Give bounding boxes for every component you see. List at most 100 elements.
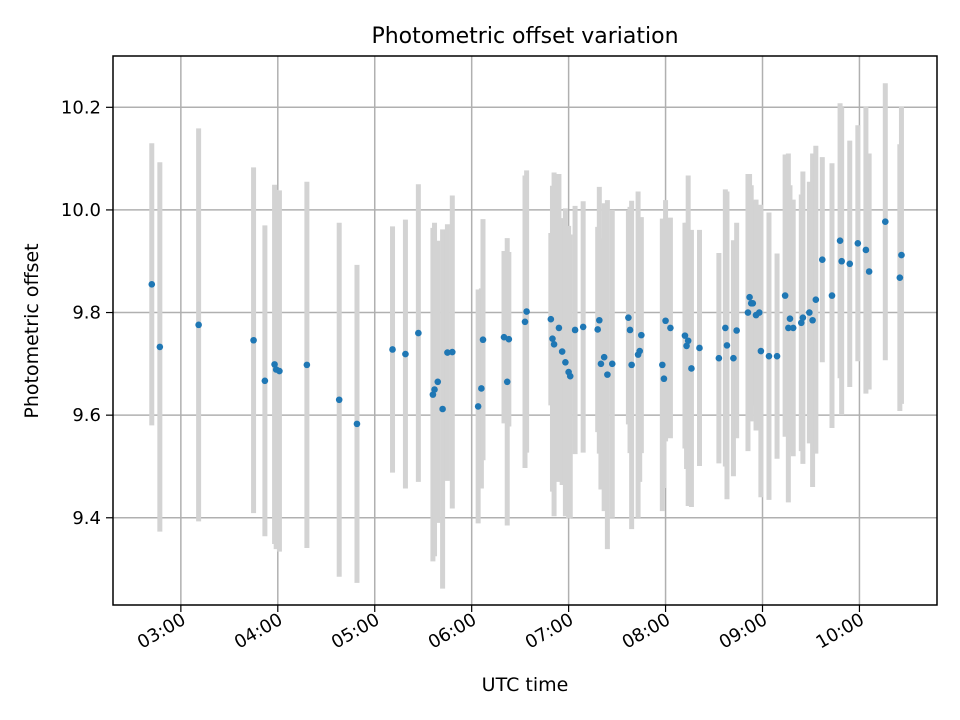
data-point <box>402 350 409 358</box>
data-point <box>733 327 740 334</box>
data-point <box>148 281 156 288</box>
y-tick-label: 10.2 <box>61 97 101 118</box>
data-point <box>786 315 794 322</box>
data-point <box>683 342 690 350</box>
data-point <box>547 315 555 323</box>
y-tick-label: 9.6 <box>72 405 101 426</box>
data-point <box>688 365 695 372</box>
data-point <box>195 321 202 329</box>
data-point <box>744 309 752 316</box>
data-point <box>604 371 611 378</box>
data-point <box>353 420 361 428</box>
data-point <box>862 246 870 254</box>
data-point <box>836 237 844 245</box>
data-point <box>596 316 603 324</box>
data-point <box>881 218 889 226</box>
data-point <box>696 344 703 352</box>
y-axis-label: Photometric offset <box>21 243 43 418</box>
data-point <box>415 329 422 337</box>
data-point <box>660 375 668 383</box>
data-point <box>722 324 729 332</box>
data-point <box>571 326 579 334</box>
data-point <box>505 335 513 343</box>
data-point <box>628 361 635 369</box>
data-point <box>503 378 511 386</box>
data-point <box>261 377 269 385</box>
data-point <box>636 347 644 355</box>
data-point <box>523 308 530 315</box>
data-point <box>389 346 396 353</box>
data-point <box>865 268 873 275</box>
data-point <box>429 391 437 398</box>
x-axis-label: UTC time <box>482 674 569 696</box>
data-point <box>818 256 826 263</box>
data-point <box>555 324 563 332</box>
data-point <box>806 309 813 316</box>
data-point <box>439 405 446 413</box>
data-point <box>335 396 343 404</box>
data-point <box>434 378 442 386</box>
data-point <box>550 341 558 348</box>
data-point <box>799 314 807 321</box>
data-point <box>812 296 820 304</box>
plot-frame <box>112 55 938 606</box>
data-point <box>474 403 482 410</box>
data-point <box>566 372 574 380</box>
data-point <box>749 300 757 307</box>
y-axis-ticks: 9.4 9.6 9.8 10.0 10.2 <box>61 97 113 529</box>
data-point <box>271 361 278 368</box>
data-point <box>846 260 854 268</box>
data-point <box>659 361 666 369</box>
data-point <box>250 336 257 344</box>
data-point <box>478 385 485 392</box>
data-point <box>579 323 587 331</box>
y-tick-label: 9.4 <box>72 508 101 529</box>
data-point <box>773 352 781 360</box>
data-point <box>597 360 605 368</box>
data-point <box>755 309 763 316</box>
data-point <box>785 324 792 332</box>
data-point <box>662 317 669 325</box>
y-tick-label: 10.0 <box>61 200 101 221</box>
data-point <box>444 349 451 356</box>
data-point <box>608 360 616 368</box>
data-point <box>723 342 731 349</box>
data-point <box>789 324 797 332</box>
data-point <box>479 336 487 344</box>
data-point <box>765 352 773 360</box>
data-point <box>558 348 566 355</box>
data-point <box>828 292 836 299</box>
data-point <box>448 348 456 356</box>
data-point <box>549 335 556 343</box>
data-point <box>838 257 845 265</box>
data-point <box>757 347 765 355</box>
plot-border <box>112 55 938 606</box>
data-point <box>896 274 904 281</box>
data-point <box>746 293 753 301</box>
data-point <box>684 337 692 345</box>
data-point <box>600 353 608 361</box>
data-point <box>303 361 311 369</box>
data-point <box>594 326 602 333</box>
data-point <box>431 386 438 393</box>
chart-title: Photometric offset variation <box>371 24 678 49</box>
data-point <box>156 343 164 351</box>
data-point <box>809 316 816 324</box>
data-point <box>562 359 569 366</box>
data-point <box>521 318 529 326</box>
data-points <box>148 218 905 428</box>
data-point <box>781 292 789 299</box>
data-point <box>715 354 723 362</box>
data-point <box>626 326 634 334</box>
data-point <box>638 331 645 339</box>
data-point <box>898 251 905 259</box>
data-point <box>276 367 283 375</box>
data-point <box>854 239 862 247</box>
data-point <box>667 324 674 332</box>
data-point <box>797 319 805 327</box>
data-point <box>730 354 737 362</box>
data-point <box>681 332 689 339</box>
y-tick-label: 9.8 <box>72 303 101 324</box>
data-point <box>625 314 632 321</box>
